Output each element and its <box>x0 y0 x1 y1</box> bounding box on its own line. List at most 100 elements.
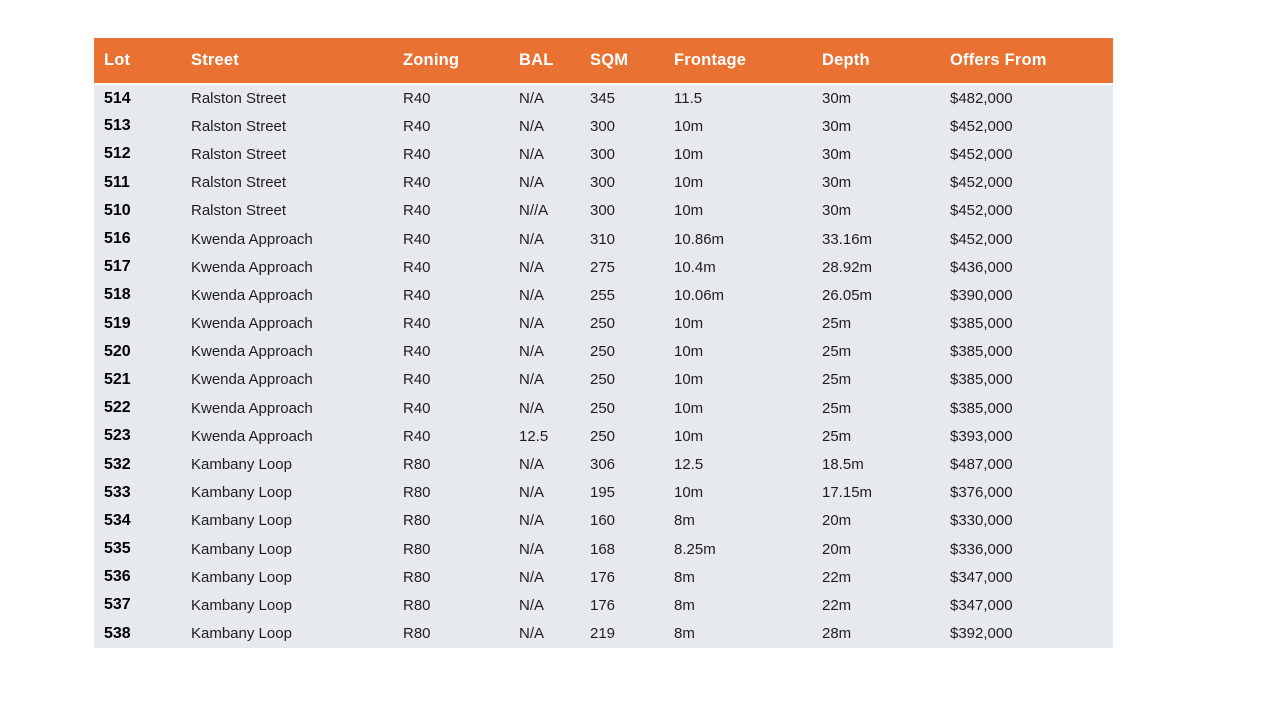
cell-frontage: 10m <box>674 140 822 169</box>
table-row: 533 Kambany Loop R80 N/A 195 10m 17.15m $376,00… <box>94 478 1113 507</box>
cell-street: Kambany Loop <box>191 450 403 479</box>
cell-zoning: R80 <box>403 535 519 564</box>
table-row: 517 Kwenda Approach R40 N/A 275 10.4m 28.92m $4… <box>94 253 1113 282</box>
cell-depth: 25m <box>822 394 950 423</box>
cell-depth: 25m <box>822 365 950 395</box>
cell-zoning: R80 <box>403 450 519 479</box>
cell-depth: 30m <box>822 84 950 113</box>
cell-street: Kwenda Approach <box>191 309 403 338</box>
cell-offers: $385,000 <box>950 337 1113 366</box>
cell-frontage: 10m <box>674 394 822 423</box>
cell-zoning: R80 <box>403 619 519 648</box>
cell-street: Kambany Loop <box>191 591 403 620</box>
cell-frontage: 10m <box>674 422 822 451</box>
cell-street: Kambany Loop <box>191 619 403 648</box>
cell-sqm: 219 <box>590 619 674 648</box>
cell-lot: 520 <box>94 337 191 366</box>
cell-lot: 514 <box>94 84 191 113</box>
cell-frontage: 8m <box>674 591 822 620</box>
cell-frontage: 8m <box>674 506 822 535</box>
cell-depth: 18.5m <box>822 450 950 479</box>
cell-lot: 522 <box>94 394 191 423</box>
cell-lot: 521 <box>94 365 191 395</box>
cell-bal: N/A <box>519 450 590 479</box>
cell-depth: 30m <box>822 112 950 141</box>
table-row: 532 Kambany Loop R80 N/A 306 12.5 18.5m $487,00… <box>94 450 1113 479</box>
cell-frontage: 12.5 <box>674 450 822 479</box>
cell-depth: 28m <box>822 619 950 648</box>
cell-bal: N/A <box>519 337 590 366</box>
cell-bal: N/A <box>519 478 590 507</box>
cell-frontage: 10m <box>674 365 822 395</box>
cell-offers: $392,000 <box>950 619 1113 648</box>
cell-sqm: 310 <box>590 224 674 254</box>
cell-bal: N/A <box>519 535 590 564</box>
table-row: 534 Kambany Loop R80 N/A 160 8m 20m $330,000 <box>94 506 1113 535</box>
table-row: 511 Ralston Street R40 N/A 300 10m 30m $452,000 <box>94 168 1113 197</box>
cell-sqm: 195 <box>590 478 674 507</box>
table-row: 537 Kambany Loop R80 N/A 176 8m 22m $347,000 <box>94 591 1113 620</box>
cell-street: Ralston Street <box>191 196 403 225</box>
cell-frontage: 10m <box>674 196 822 225</box>
cell-offers: $385,000 <box>950 394 1113 423</box>
table-row: 519 Kwenda Approach R40 N/A 250 10m 25m $385,00… <box>94 309 1113 338</box>
cell-street: Kwenda Approach <box>191 224 403 254</box>
cell-bal: N/A <box>519 506 590 535</box>
cell-frontage: 10.4m <box>674 253 822 282</box>
table-row: 510 Ralston Street R40 N//A 300 10m 30m $452,00… <box>94 196 1113 225</box>
cell-zoning: R80 <box>403 591 519 620</box>
cell-depth: 22m <box>822 563 950 592</box>
table-row: 538 Kambany Loop R80 N/A 219 8m 28m $392,000 <box>94 619 1113 648</box>
table-row: 536 Kambany Loop R80 N/A 176 8m 22m $347,000 <box>94 563 1113 592</box>
table-row: 513 Ralston Street R40 N/A 300 10m 30m $452,000 <box>94 112 1113 141</box>
cell-bal: N/A <box>519 84 590 113</box>
cell-sqm: 300 <box>590 168 674 197</box>
cell-depth: 22m <box>822 591 950 620</box>
cell-sqm: 300 <box>590 140 674 169</box>
cell-frontage: 11.5 <box>674 84 822 113</box>
cell-frontage: 8m <box>674 619 822 648</box>
column-header-street: Street <box>191 38 403 85</box>
cell-offers: $336,000 <box>950 535 1113 564</box>
cell-offers: $385,000 <box>950 365 1113 395</box>
cell-street: Kambany Loop <box>191 535 403 564</box>
cell-zoning: R40 <box>403 309 519 338</box>
cell-depth: 30m <box>822 140 950 169</box>
cell-zoning: R80 <box>403 506 519 535</box>
cell-sqm: 250 <box>590 365 674 395</box>
cell-lot: 535 <box>94 535 191 564</box>
cell-zoning: R40 <box>403 394 519 423</box>
cell-bal: 12.5 <box>519 422 590 451</box>
cell-depth: 17.15m <box>822 478 950 507</box>
cell-street: Kwenda Approach <box>191 281 403 310</box>
cell-bal: N//A <box>519 196 590 225</box>
cell-zoning: R40 <box>403 253 519 282</box>
cell-bal: N/A <box>519 309 590 338</box>
cell-sqm: 176 <box>590 563 674 592</box>
table-row: 520 Kwenda Approach R40 N/A 250 10m 25m $385,00… <box>94 337 1113 366</box>
cell-frontage: 10.06m <box>674 281 822 310</box>
cell-frontage: 10m <box>674 168 822 197</box>
lot-price-table: Lot Street Zoning BAL SQM Frontage Depth… <box>94 38 1113 648</box>
cell-frontage: 10m <box>674 337 822 366</box>
cell-street: Kambany Loop <box>191 478 403 507</box>
cell-offers: $452,000 <box>950 140 1113 169</box>
cell-depth: 25m <box>822 422 950 451</box>
cell-depth: 30m <box>822 196 950 225</box>
cell-lot: 517 <box>94 253 191 282</box>
cell-zoning: R40 <box>403 84 519 113</box>
cell-bal: N/A <box>519 394 590 423</box>
cell-depth: 33.16m <box>822 224 950 254</box>
cell-sqm: 345 <box>590 84 674 113</box>
table-row: 518 Kwenda Approach R40 N/A 255 10.06m 26.05m $… <box>94 281 1113 310</box>
cell-frontage: 8m <box>674 563 822 592</box>
cell-depth: 30m <box>822 168 950 197</box>
cell-sqm: 250 <box>590 422 674 451</box>
cell-street: Kwenda Approach <box>191 365 403 395</box>
table-row: 535 Kambany Loop R80 N/A 168 8.25m 20m $336,000 <box>94 535 1113 564</box>
cell-sqm: 250 <box>590 394 674 423</box>
cell-zoning: R40 <box>403 112 519 141</box>
cell-offers: $452,000 <box>950 196 1113 225</box>
cell-street: Kwenda Approach <box>191 422 403 451</box>
cell-bal: N/A <box>519 619 590 648</box>
